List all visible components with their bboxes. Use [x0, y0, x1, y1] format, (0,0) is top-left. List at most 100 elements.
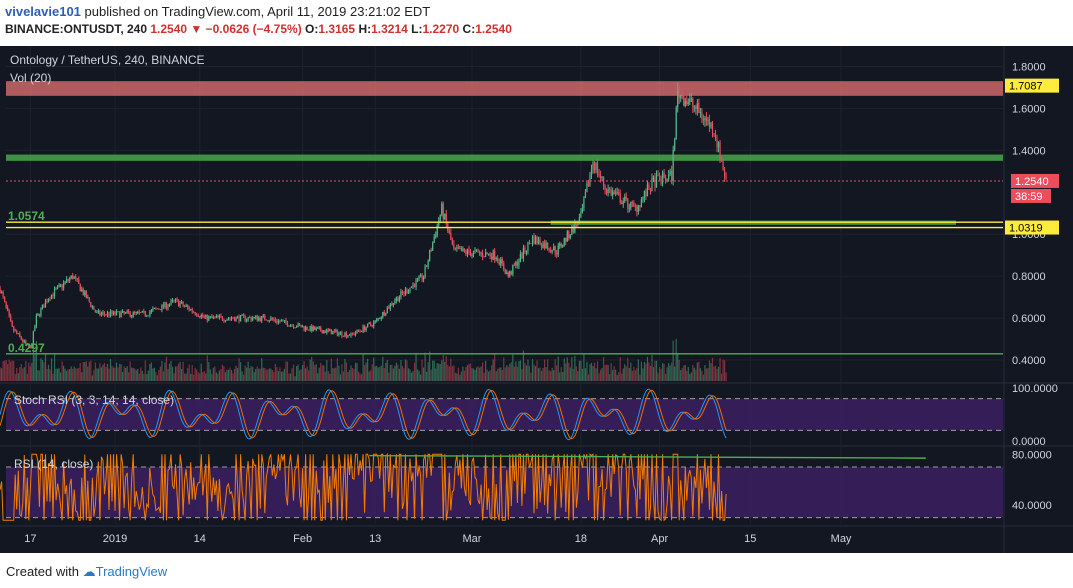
volume-bar	[566, 357, 568, 381]
candle-body	[19, 333, 21, 337]
volume-bar	[379, 366, 381, 381]
candle-body	[383, 311, 385, 316]
candle-body	[64, 281, 66, 283]
candle-body	[640, 199, 642, 207]
volume-bar	[176, 366, 178, 381]
candle-body	[20, 336, 22, 340]
volume-bar	[144, 360, 146, 381]
volume-bar	[468, 363, 470, 381]
candle-body	[311, 326, 313, 332]
volume-bar	[238, 358, 240, 381]
candle-body	[488, 253, 490, 255]
candle-body	[159, 309, 162, 311]
candle-body	[31, 343, 33, 349]
candle-body	[171, 300, 174, 302]
candle-body	[298, 323, 301, 326]
candle-body	[596, 163, 599, 175]
volume-bar	[348, 369, 351, 381]
volume-bar	[318, 367, 320, 381]
candle-body	[412, 284, 414, 287]
candle-body	[217, 315, 219, 318]
high-value: 1.3214	[371, 22, 408, 36]
candle-body	[485, 252, 487, 258]
candle-body	[255, 315, 257, 318]
volume-bar	[495, 371, 497, 381]
candle-body	[289, 324, 292, 327]
candle-body	[173, 300, 175, 302]
volume-bar	[383, 368, 385, 381]
candle-body	[503, 263, 505, 270]
candle-body	[621, 202, 623, 204]
volume-bar	[515, 361, 517, 381]
volume-bar	[199, 373, 201, 381]
volume-bar	[622, 368, 624, 381]
volume-bar	[714, 365, 717, 381]
volume-bar	[217, 373, 219, 381]
candle-body	[684, 100, 686, 106]
tradingview-brand[interactable]: TradingView	[95, 564, 168, 579]
candle-body	[421, 274, 423, 280]
chart-canvas[interactable]: 1.80001.60001.40001.00000.80000.60000.40…	[0, 46, 1073, 553]
volume-bar	[518, 361, 520, 381]
candle-body	[602, 177, 605, 187]
candle-body	[220, 315, 222, 317]
candle-body	[510, 271, 512, 275]
candle-body	[108, 312, 110, 316]
volume-bar	[226, 369, 228, 381]
volume-bar	[444, 361, 446, 381]
candle-body	[678, 89, 680, 99]
candle-body	[66, 279, 68, 282]
volume-bar	[441, 360, 443, 381]
volume-bar	[244, 365, 246, 381]
candle-body	[710, 122, 712, 128]
candle-body	[253, 317, 255, 319]
volume-bar	[37, 370, 39, 381]
volume-bar	[433, 360, 435, 381]
volume-bar	[191, 365, 193, 381]
volume-bar	[478, 367, 481, 381]
zone-resistance	[6, 81, 1003, 96]
candle-body	[516, 261, 518, 266]
volume-bar	[309, 359, 311, 381]
candle-body	[689, 99, 691, 103]
volume-bar	[1, 368, 3, 381]
volume-bar	[277, 371, 279, 381]
volume-bar	[292, 364, 295, 381]
candle-body	[235, 317, 237, 322]
volume-bar	[531, 359, 534, 381]
candle-body	[462, 248, 464, 252]
volume-bar	[627, 357, 629, 381]
candle-body	[559, 243, 561, 246]
volume-bar	[634, 370, 636, 381]
candle-body	[382, 311, 384, 318]
volume-bar	[398, 368, 400, 381]
candle-body	[433, 237, 435, 243]
candle-body	[439, 214, 441, 221]
volume-bar	[646, 356, 649, 381]
candle-body	[146, 315, 148, 317]
volume-bar	[500, 367, 502, 381]
publish-info: published on TradingView.com, April 11, …	[84, 4, 431, 19]
volume-bar	[247, 361, 249, 381]
candle-body	[660, 177, 662, 184]
price-tick-label: 0.4000	[1012, 355, 1046, 367]
candle-body	[478, 251, 481, 254]
volume-bar	[403, 368, 405, 381]
chart-area[interactable]: 1.8000 1.6000 1.4000 1.0000 0.8000 0.6000 0.40…	[0, 46, 1073, 553]
volume-bar	[701, 370, 703, 381]
volume-bar	[161, 361, 163, 381]
volume-bar	[388, 372, 390, 381]
candle-body	[364, 326, 366, 331]
candle-body	[56, 286, 59, 289]
volume-bar	[572, 368, 574, 381]
candle-body	[586, 183, 588, 193]
author-link[interactable]: vivelavie101	[5, 4, 81, 19]
candle-body	[556, 253, 558, 255]
volume-bar	[79, 363, 81, 381]
volume-bar	[559, 372, 561, 381]
volume-bar	[374, 366, 376, 381]
time-tick-label: May	[831, 533, 852, 545]
volume-bar	[208, 362, 210, 381]
candle-body	[25, 340, 27, 344]
candle-body	[270, 318, 272, 321]
